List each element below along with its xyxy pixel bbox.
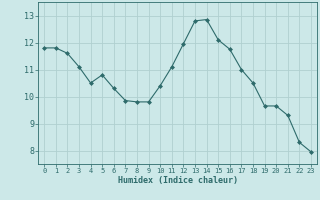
X-axis label: Humidex (Indice chaleur): Humidex (Indice chaleur) — [118, 176, 238, 185]
